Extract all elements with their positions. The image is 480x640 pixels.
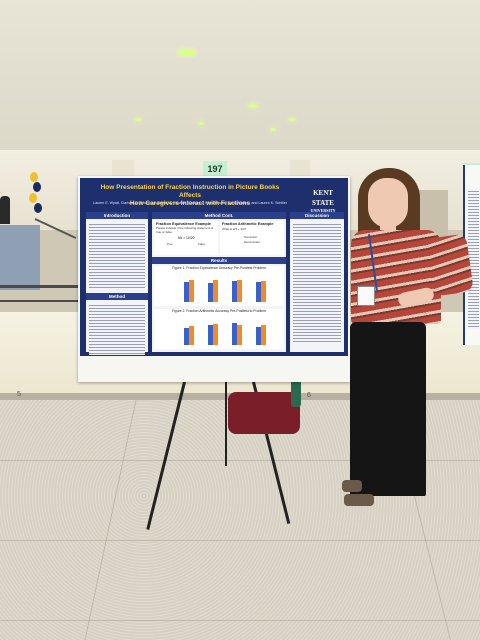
figure-2: Figure 2. Fraction Arithmetic Accuracy P… <box>154 309 284 349</box>
logo-line2: UNIVERSITY <box>310 208 336 213</box>
option-true: True <box>166 242 173 247</box>
section-heading-results: Results <box>152 257 286 264</box>
booth-number-sign: 197 <box>203 161 227 177</box>
adjacent-poster-text <box>468 189 479 329</box>
person-face <box>368 178 408 228</box>
easel-leg <box>225 382 227 466</box>
person-shoe <box>344 494 374 506</box>
poster-authors: Lauren E. Wyatt, Clarissa A. Thompson, D… <box>93 201 287 205</box>
figure-2-bar <box>208 325 213 345</box>
pillar <box>290 160 310 180</box>
poster-title-line2: How Caregivers Interact with Fractions <box>129 200 251 207</box>
balcony-rail <box>0 285 90 288</box>
ceiling-light <box>198 122 204 125</box>
figure-2-bar <box>184 328 189 345</box>
section-heading-introduction: Introduction <box>86 212 148 219</box>
figure-1-bar <box>256 282 261 302</box>
poster-column-left: Introduction Method <box>86 212 148 355</box>
figure-2-bar <box>237 325 242 345</box>
glass-panel <box>0 225 40 290</box>
arithmetic-example: Fraction Arithmetic Example What is 2/3 … <box>220 221 284 255</box>
figure-1-bar <box>184 282 189 302</box>
equivalence-example: Fraction Equivalence Example Please indi… <box>154 221 218 255</box>
figure-2-bar <box>261 325 266 345</box>
figure-2-bar <box>213 324 218 345</box>
ceiling <box>0 0 480 160</box>
balloon <box>29 193 37 203</box>
ceiling-light <box>270 128 276 131</box>
option-false: False <box>198 242 206 247</box>
figure-1-bar <box>237 280 242 302</box>
section-heading-method-cont: Method Cont. <box>152 212 286 219</box>
person-pants <box>350 322 426 496</box>
method-text <box>89 303 145 355</box>
figure-1-bar <box>261 281 266 302</box>
figure-2-bar <box>256 327 261 345</box>
section-heading-discussion: Discussion <box>290 212 344 219</box>
equivalence-options: True False <box>154 242 218 246</box>
section-heading-method: Method <box>86 293 148 300</box>
balloon <box>34 203 42 213</box>
balloon <box>33 182 41 192</box>
introduction-text <box>89 222 145 290</box>
ceiling-light <box>134 118 142 121</box>
ceiling-light <box>248 104 258 108</box>
numerator-field-label: Numerator <box>244 235 258 239</box>
denominator-field-label: Denominator <box>244 240 261 244</box>
ceiling-light <box>288 118 296 121</box>
pillar <box>112 160 134 180</box>
figure-2-bar <box>232 323 237 345</box>
floor-tile-line <box>0 620 480 621</box>
floor-tile-line <box>0 460 480 461</box>
floor-marker-left: 5 <box>17 391 21 398</box>
figure-1-bar <box>208 283 213 302</box>
research-poster: How Presentation of Fraction Instruction… <box>80 178 348 356</box>
arithmetic-example-title: Fraction Arithmetic Example <box>222 222 274 226</box>
floor-tile-line <box>0 540 480 541</box>
figure-1-bar <box>189 280 194 302</box>
person-shirt <box>351 230 441 324</box>
logo-line1: KENT STATE <box>312 189 334 207</box>
figure-2-bar <box>189 326 194 345</box>
figure-2-caption: Figure 2. Fraction Arithmetic Accuracy P… <box>171 309 267 313</box>
equivalence-example-text: Please indicate if the following stateme… <box>156 226 214 234</box>
arithmetic-example-text: What is 2/3 + 3/4? <box>222 227 247 231</box>
figure-1: Figure 1. Fraction Equivalence Accuracy … <box>154 266 284 306</box>
poster-column-middle: Method Cont. Fraction Equivalence Exampl… <box>152 212 286 352</box>
university-logo: KENT STATE UNIVERSITY <box>302 188 344 213</box>
backpack <box>228 392 300 434</box>
floor-marker-right: 6 <box>307 392 311 399</box>
person-shoe <box>342 480 362 492</box>
figure-1-caption: Figure 1. Fraction Equivalence Accuracy … <box>172 266 266 270</box>
equivalence-example-title: Fraction Equivalence Example <box>156 222 211 226</box>
poster-column-right: Discussion <box>290 212 344 352</box>
equivalence-example-expression: 3/6 = 10/20 <box>177 236 195 241</box>
balloon <box>30 172 38 182</box>
poster-title-line1: How Presentation of Fraction Instruction… <box>100 184 280 199</box>
balcony-rail <box>0 300 80 302</box>
person-background <box>0 196 10 224</box>
ceiling-light <box>178 49 196 56</box>
discussion-text <box>293 222 341 344</box>
poster-title: How Presentation of Fraction Instruction… <box>90 184 290 208</box>
figure-1-bar <box>232 281 237 302</box>
person-arm <box>426 233 474 297</box>
figure-1-bar <box>213 280 218 302</box>
water-bottle <box>291 380 301 407</box>
name-badge <box>357 286 375 306</box>
